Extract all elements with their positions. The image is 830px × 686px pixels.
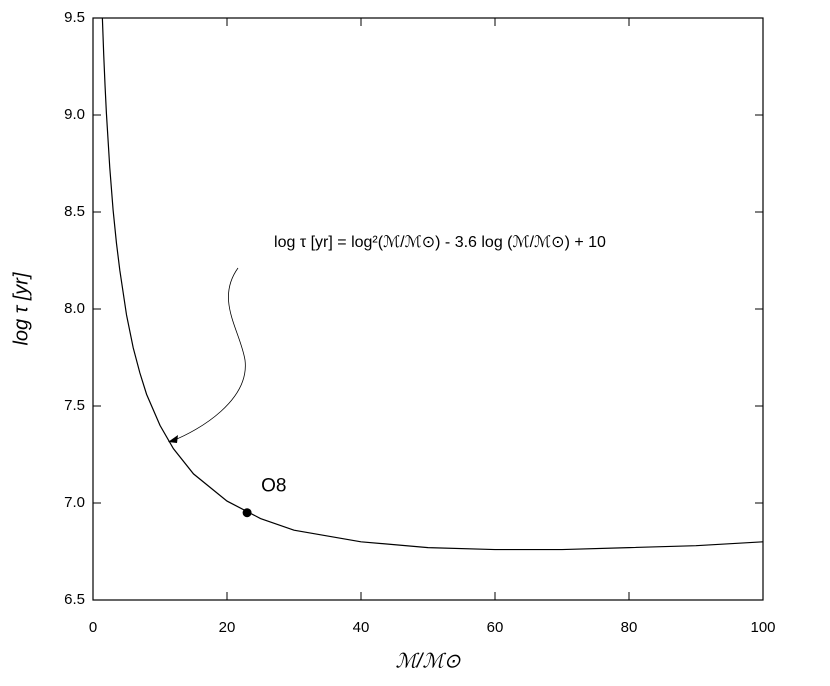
x-tick-label: 20: [219, 619, 236, 636]
plot-frame: [92, 17, 764, 601]
y-tick-label: 9.5: [64, 9, 85, 26]
x-axis-label: ℳ/ℳ⊙: [395, 650, 460, 672]
formula-annotation: log τ [yr] = log²(ℳ/ℳ⊙) - 3.6 log (ℳ/ℳ⊙)…: [274, 234, 606, 251]
y-axis-label: log τ [yr]: [10, 272, 32, 346]
y-tick-label: 9.0: [64, 106, 85, 123]
arrow-head: [168, 435, 178, 443]
y-tick-label: 8.5: [64, 203, 85, 220]
y-tick-label: 7.5: [64, 397, 85, 414]
curve: [101, 17, 764, 551]
point-label: O8: [261, 476, 286, 497]
annotation-arrow: [171, 267, 246, 442]
y-tick-label: 7.0: [64, 494, 85, 511]
data-point: [242, 508, 252, 518]
x-tick-label: 60: [487, 619, 504, 636]
y-tick-label: 6.5: [64, 591, 85, 608]
x-tick-label: 0: [89, 619, 97, 636]
x-tick-label: 80: [621, 619, 638, 636]
y-tick-label: 8.0: [64, 300, 85, 317]
x-tick-label: 40: [353, 619, 370, 636]
x-tick-label: 100: [750, 619, 775, 636]
